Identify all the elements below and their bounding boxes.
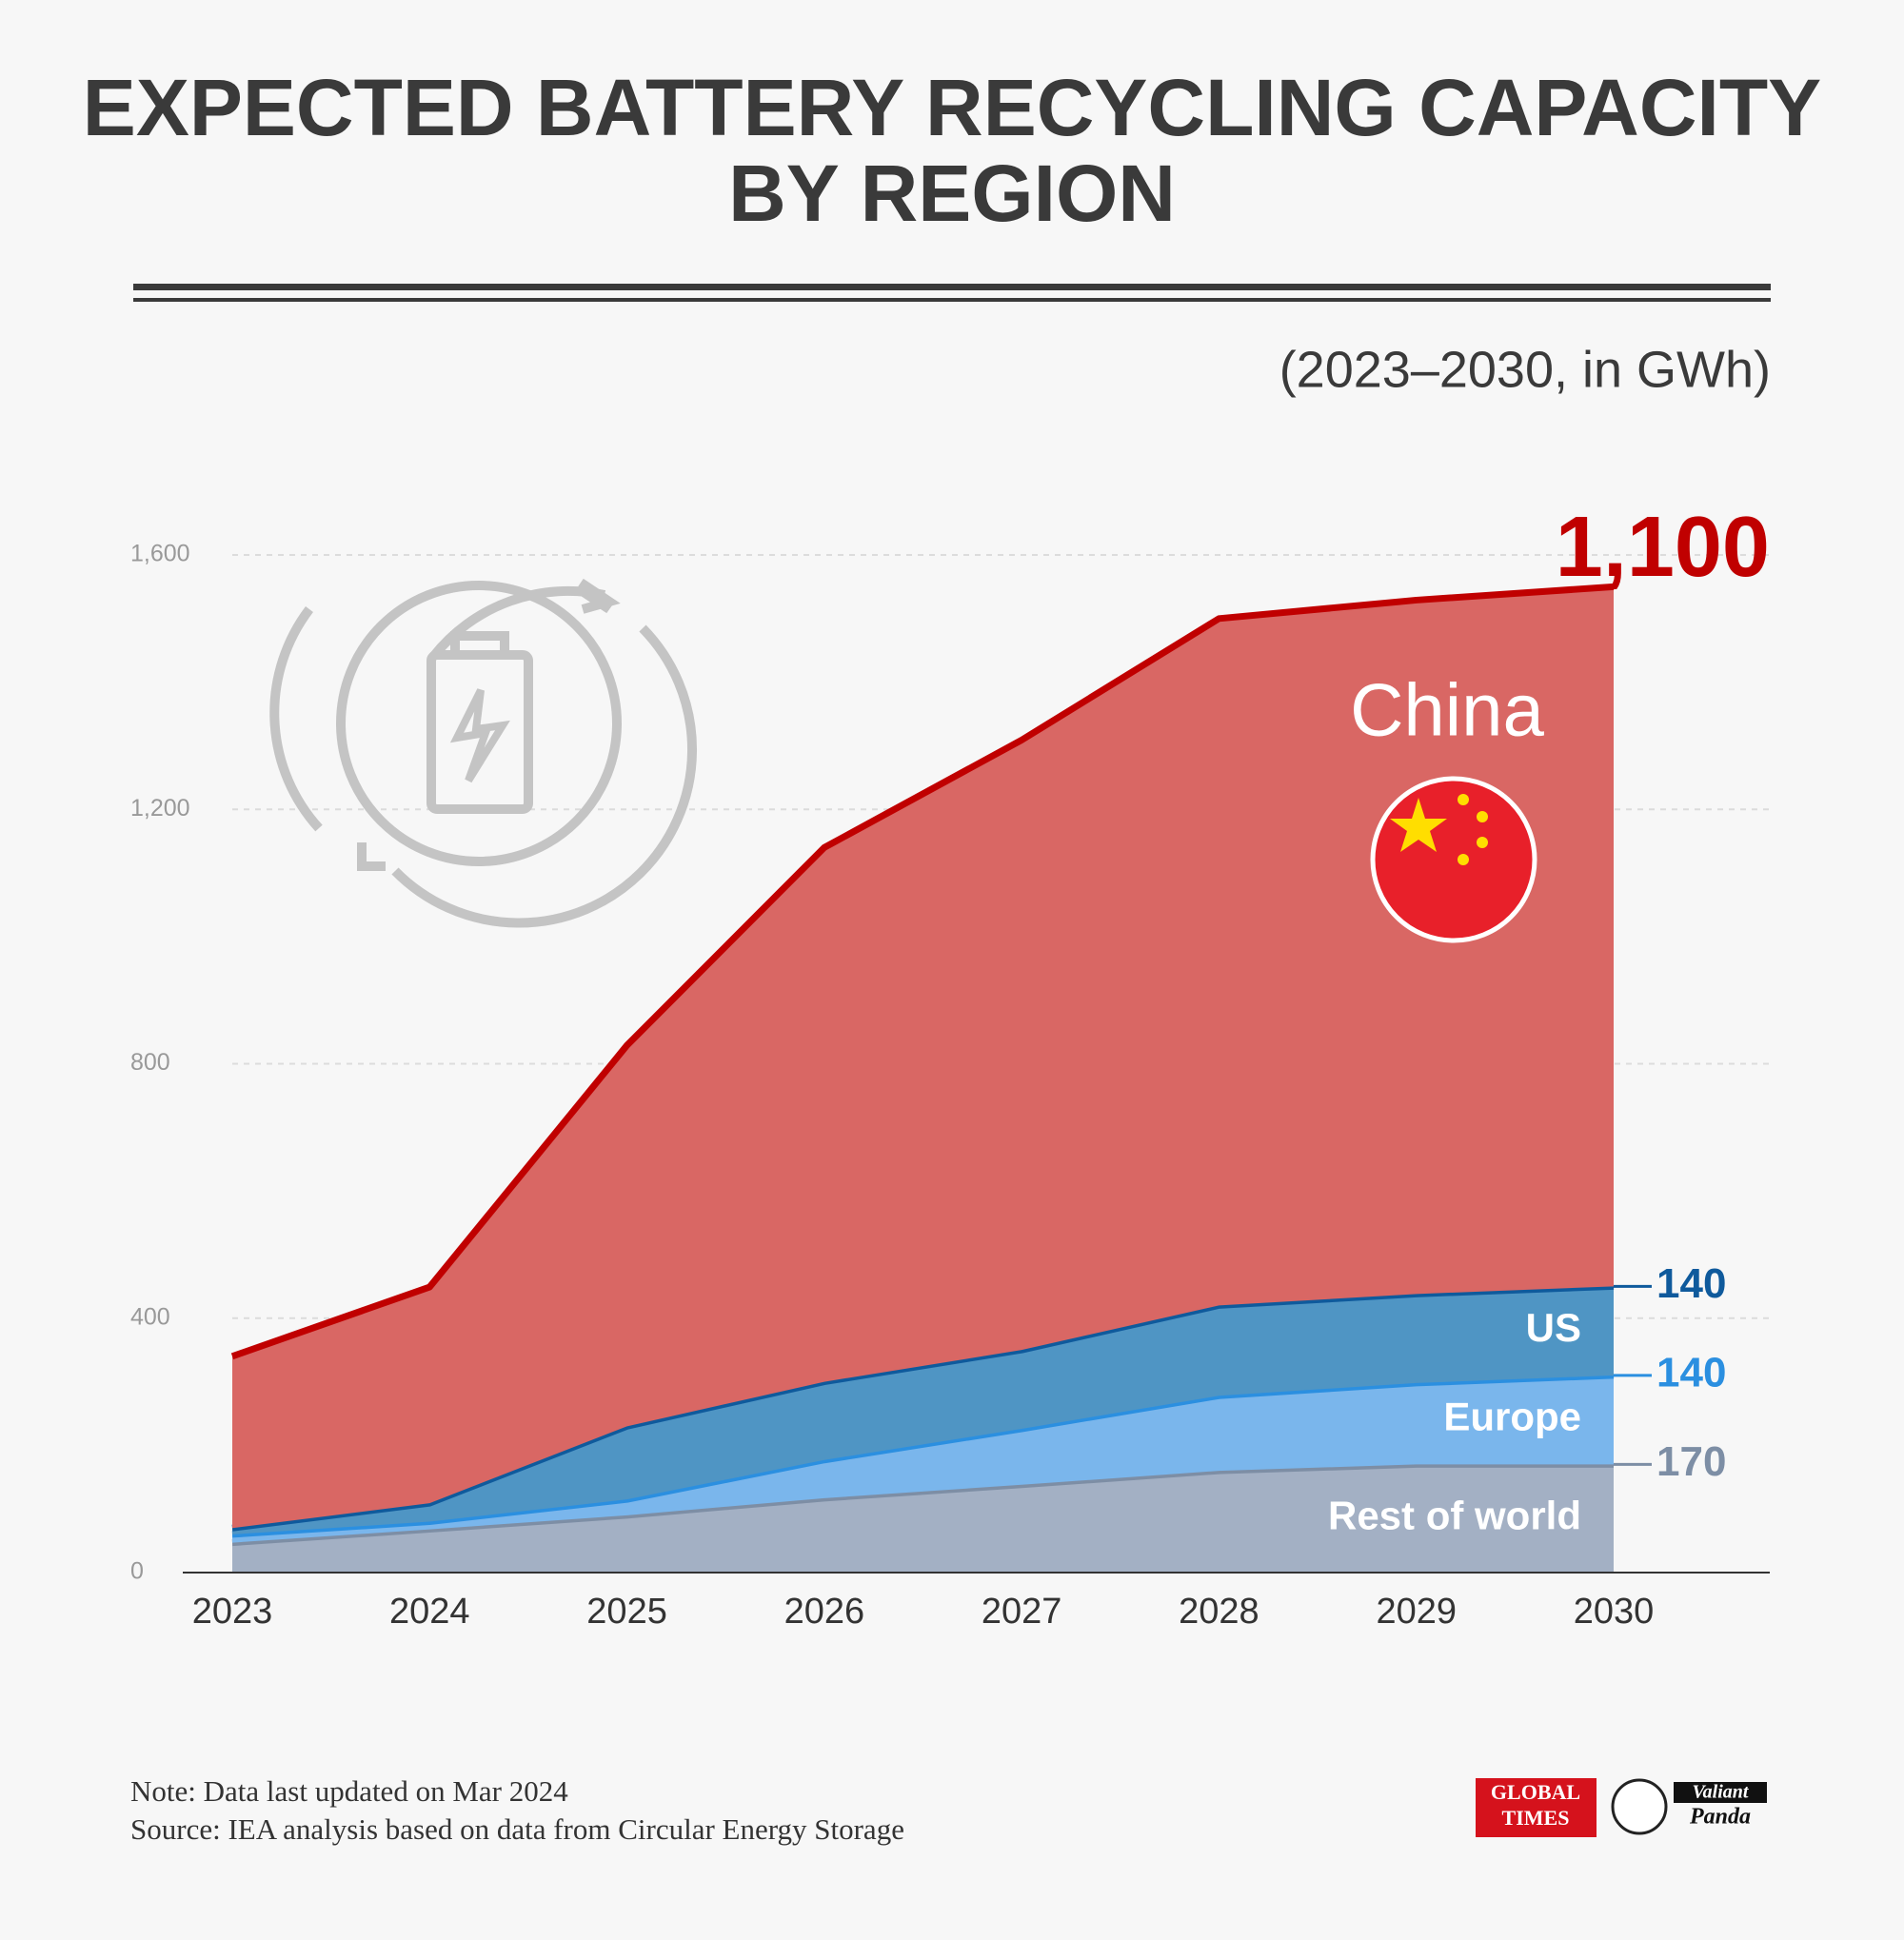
logo-bg	[1674, 1782, 1767, 1803]
x-tick-label: 2027	[982, 1592, 1062, 1632]
x-tick-label: 2030	[1574, 1592, 1655, 1632]
area	[232, 1375, 1614, 1543]
source: Source: IEA analysis based on data from …	[130, 1812, 904, 1846]
series-name: China	[1350, 668, 1544, 752]
x-tick-label: 2023	[192, 1592, 273, 1632]
logo-bg	[1476, 1778, 1597, 1837]
logo-text: GLOBAL	[1491, 1780, 1580, 1804]
logo-text: Valiant	[1693, 1782, 1750, 1803]
value-label: 140	[1656, 1260, 1726, 1307]
y-tick-label: 0	[130, 1558, 144, 1585]
note: Note: Data last updated on Mar 2024	[130, 1774, 568, 1808]
y-tick-label: 1,600	[130, 541, 190, 567]
title-rule	[133, 298, 1771, 302]
battery-icon	[269, 578, 698, 928]
logo-global-times: GLOBAL TIMES	[1476, 1778, 1597, 1837]
x-tick-label: 2026	[784, 1592, 865, 1632]
series-line	[230, 583, 1615, 1360]
x-tick-label: 2024	[389, 1592, 470, 1632]
title-rule	[133, 284, 1771, 290]
x-tick-label: 2025	[586, 1592, 667, 1632]
y-tick-label: 800	[130, 1049, 170, 1076]
logo-text: Panda	[1689, 1805, 1751, 1830]
series-name: Rest of world	[1328, 1493, 1581, 1537]
value-label: 170	[1656, 1438, 1726, 1485]
value-label: 1,100	[1556, 500, 1770, 595]
area	[232, 586, 1614, 1529]
x-tick-label: 2028	[1179, 1592, 1259, 1632]
series-name: US	[1526, 1305, 1581, 1350]
series-name: Europe	[1443, 1395, 1581, 1439]
logo-panda	[1611, 1778, 1668, 1835]
series-line	[231, 1460, 1614, 1547]
area	[232, 1464, 1614, 1573]
china-flag	[1370, 776, 1537, 943]
y-tick-label: 400	[130, 1303, 170, 1330]
x-tick-label: 2029	[1376, 1592, 1457, 1632]
subtitle: (2023–2030, in GWh)	[1279, 341, 1771, 398]
area	[232, 1286, 1614, 1534]
y-tick-label: 1,200	[130, 795, 190, 822]
logo-text: TIMES	[1502, 1806, 1570, 1830]
logo-valiant-panda: Valiant Panda	[1611, 1778, 1767, 1835]
chart-title: EXPECTED BATTERY RECYCLING CAPACITY BY RE…	[83, 63, 1821, 238]
value-label: 140	[1656, 1350, 1726, 1396]
